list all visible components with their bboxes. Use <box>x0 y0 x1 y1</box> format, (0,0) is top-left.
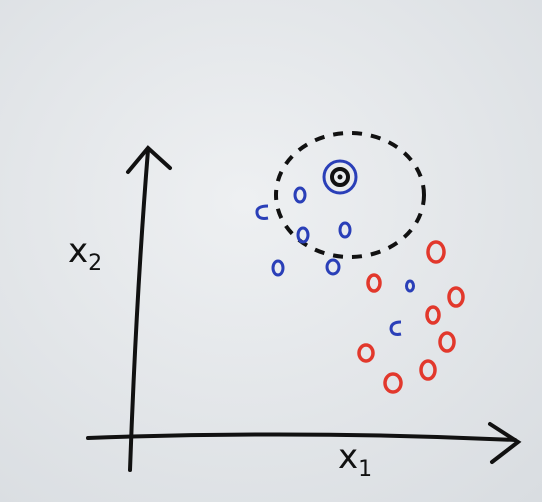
point <box>366 273 382 293</box>
point <box>271 259 285 277</box>
x-axis-label: x1 <box>338 437 372 482</box>
query-point <box>330 167 350 187</box>
point <box>293 186 307 204</box>
query-ring <box>322 159 358 195</box>
point <box>325 258 341 276</box>
point <box>389 320 402 336</box>
query-center <box>337 174 343 180</box>
point <box>419 359 437 381</box>
point <box>357 343 375 363</box>
y-label-letter: x <box>68 231 88 271</box>
point <box>426 240 446 264</box>
y-axis <box>128 148 150 472</box>
y-label-subscript: 2 <box>88 251 102 276</box>
point <box>438 331 456 353</box>
red-points <box>357 240 465 394</box>
point <box>425 305 441 325</box>
x-label-letter: x <box>338 437 358 477</box>
x-label-subscript: 1 <box>358 457 372 482</box>
point <box>296 226 310 244</box>
axes <box>86 145 522 472</box>
point <box>405 279 415 293</box>
x-arrow <box>488 422 522 464</box>
x-axis <box>86 432 517 442</box>
blue-points <box>255 159 415 336</box>
point <box>338 221 352 239</box>
neighborhood <box>274 131 426 259</box>
point <box>383 372 403 394</box>
y-axis-label: x2 <box>68 231 102 276</box>
point <box>255 204 269 220</box>
y-arrow <box>126 145 172 174</box>
point <box>447 286 465 308</box>
